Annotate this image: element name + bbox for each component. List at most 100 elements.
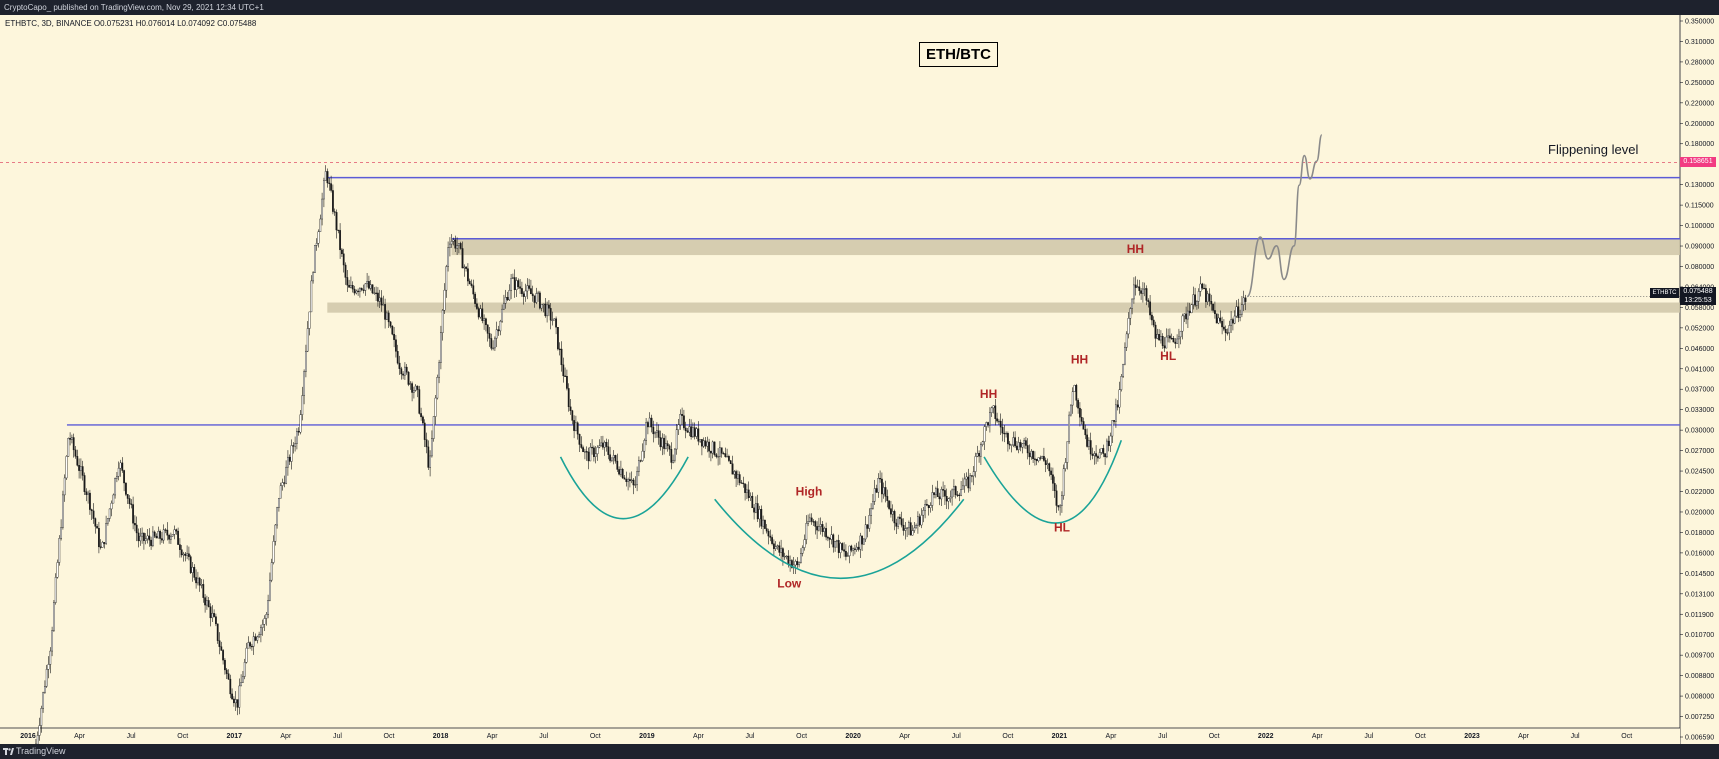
candle-body [1172,337,1175,343]
candle-body [773,543,775,549]
candle-body [1066,441,1069,463]
candle-body [467,268,469,282]
candle-body [1208,293,1211,302]
candle-body [1052,474,1054,484]
candle-body [328,182,331,184]
candle-body [159,530,162,539]
candle-body [49,650,52,665]
candle-body [643,440,646,452]
candle-body [963,478,966,487]
y-tick-label: 0.030000 [1685,428,1714,435]
candle-body [630,479,633,482]
candle-body [614,455,617,462]
candle-body [929,505,932,509]
candle-body [490,338,493,349]
candle-body [521,288,523,294]
candle-body [825,528,828,538]
candle-body [585,451,588,453]
candle-body [98,527,100,548]
candle-body [566,375,568,389]
candle-body [746,489,748,493]
candle-body [767,530,770,537]
candle-body [783,556,786,558]
candle-body [204,597,207,606]
candle-body [1138,286,1141,291]
candle-body [837,540,840,553]
candle-body [89,492,91,510]
candle-body [940,489,943,500]
candle-body [677,424,680,430]
candle-body [917,516,919,526]
candle-body [287,456,289,468]
candle-body [843,549,846,552]
candle-body [551,319,554,322]
candle-body [715,454,718,457]
x-tick-label: Oct [1415,733,1426,740]
candle-body [123,470,126,484]
candle-body [249,642,252,647]
candle-body [1163,345,1166,349]
candle-body [303,371,306,396]
candle-body [1003,432,1006,435]
candle-body [218,640,221,647]
candle-body [999,420,1002,428]
candle-body [166,529,169,536]
candle-body [1181,315,1184,332]
candle-body [155,535,158,539]
candle-body [819,524,822,527]
candle-body [193,567,196,578]
x-tick-label: Oct [1621,733,1632,740]
candle-body [688,426,691,433]
candle-body [731,463,734,475]
candle-body [443,289,446,311]
candle-body [1095,453,1098,457]
candle-body [985,422,988,427]
candle-body [555,318,558,328]
candle-body [83,475,86,492]
candle-body [1046,463,1049,465]
candle-body [1109,435,1112,447]
x-tick-label: 2016 [20,733,36,740]
candle-body [758,509,761,520]
candle-body [1007,433,1009,445]
candle-body [1170,337,1173,340]
candle-body [114,478,117,496]
candle-body [391,326,394,335]
candle-body [666,443,669,447]
pattern-label: HL [1054,520,1070,534]
candle-body [1084,429,1087,436]
y-tick-label: 0.009700 [1685,653,1714,660]
candle-body [969,475,972,489]
candle-body [260,627,262,635]
candle-body [449,243,451,248]
candle-body [584,451,586,453]
candle-body [128,498,131,505]
candle-body [393,333,396,340]
candle-body [553,318,556,321]
candle-body [728,456,730,461]
candle-body [351,285,354,290]
candle-body [1061,495,1063,506]
candle-body [789,560,792,565]
candle-body [355,290,358,294]
candle-body [890,508,892,515]
footer-brand: TradingView [16,746,66,756]
candle-body [63,477,66,496]
candle-body [195,577,198,584]
candle-body [220,646,223,651]
candle-body [549,308,552,321]
candle-body [1086,434,1089,447]
candle-body [168,535,171,540]
candle-body [650,417,653,428]
candle-body [321,198,324,220]
candle-body [1140,290,1143,294]
candle-body [791,560,793,568]
candle-body [130,503,133,505]
candle-body [949,496,952,499]
candle-body [920,514,923,526]
candle-body [405,366,408,373]
flippening-price-badge: 0.158651 [1680,157,1716,167]
candle-body [875,488,878,493]
